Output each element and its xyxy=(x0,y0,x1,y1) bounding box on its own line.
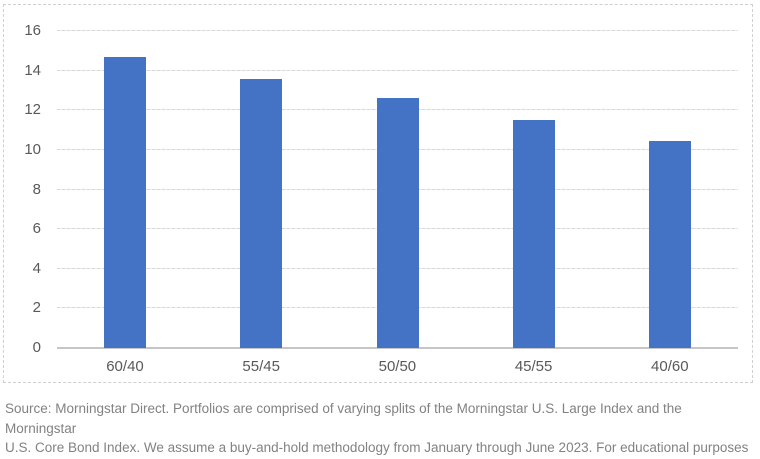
y-tick-label: 6 xyxy=(32,220,41,238)
bar-45/55 xyxy=(512,120,555,348)
y-tick-label: 2 xyxy=(32,299,41,317)
y-tick-label: 0 xyxy=(32,339,41,356)
plot-area: 0 2 4 6 8 10 12 14 16 60/40 55/45 50/50 45/55 40/60 xyxy=(24,23,738,375)
bar-40/60 xyxy=(648,140,691,348)
y-tick-label: 10 xyxy=(24,140,41,158)
source-note: Source: Morningstar Direct. Portfolios a… xyxy=(5,399,755,459)
bar-50/50 xyxy=(376,98,419,348)
chart-frame: 0 2 4 6 8 10 12 14 16 60/40 55/45 50/50 45/55 40/60 xyxy=(3,4,753,383)
bar-55/45 xyxy=(240,78,283,348)
source-note-line: Source: Morningstar Direct. Portfolios a… xyxy=(5,401,682,436)
source-note-line: U.S. Core Bond Index. We assume a buy-an… xyxy=(5,440,749,455)
gridline xyxy=(57,30,738,31)
y-tick-label: 4 xyxy=(32,259,41,277)
x-tick-label: 40/60 xyxy=(651,358,689,375)
gridline xyxy=(57,69,738,71)
bar-60/40 xyxy=(104,56,147,348)
y-tick-label: 12 xyxy=(24,101,41,119)
x-tick-label: 60/40 xyxy=(106,358,144,375)
x-tick-label: 55/45 xyxy=(242,358,280,375)
y-tick-label: 16 xyxy=(24,22,41,39)
x-tick-label: 45/55 xyxy=(514,358,553,375)
y-tick-label: 14 xyxy=(24,61,41,79)
x-axis-line xyxy=(57,347,738,349)
y-tick-label: 8 xyxy=(32,180,41,198)
x-tick-label: 50/50 xyxy=(378,358,417,375)
